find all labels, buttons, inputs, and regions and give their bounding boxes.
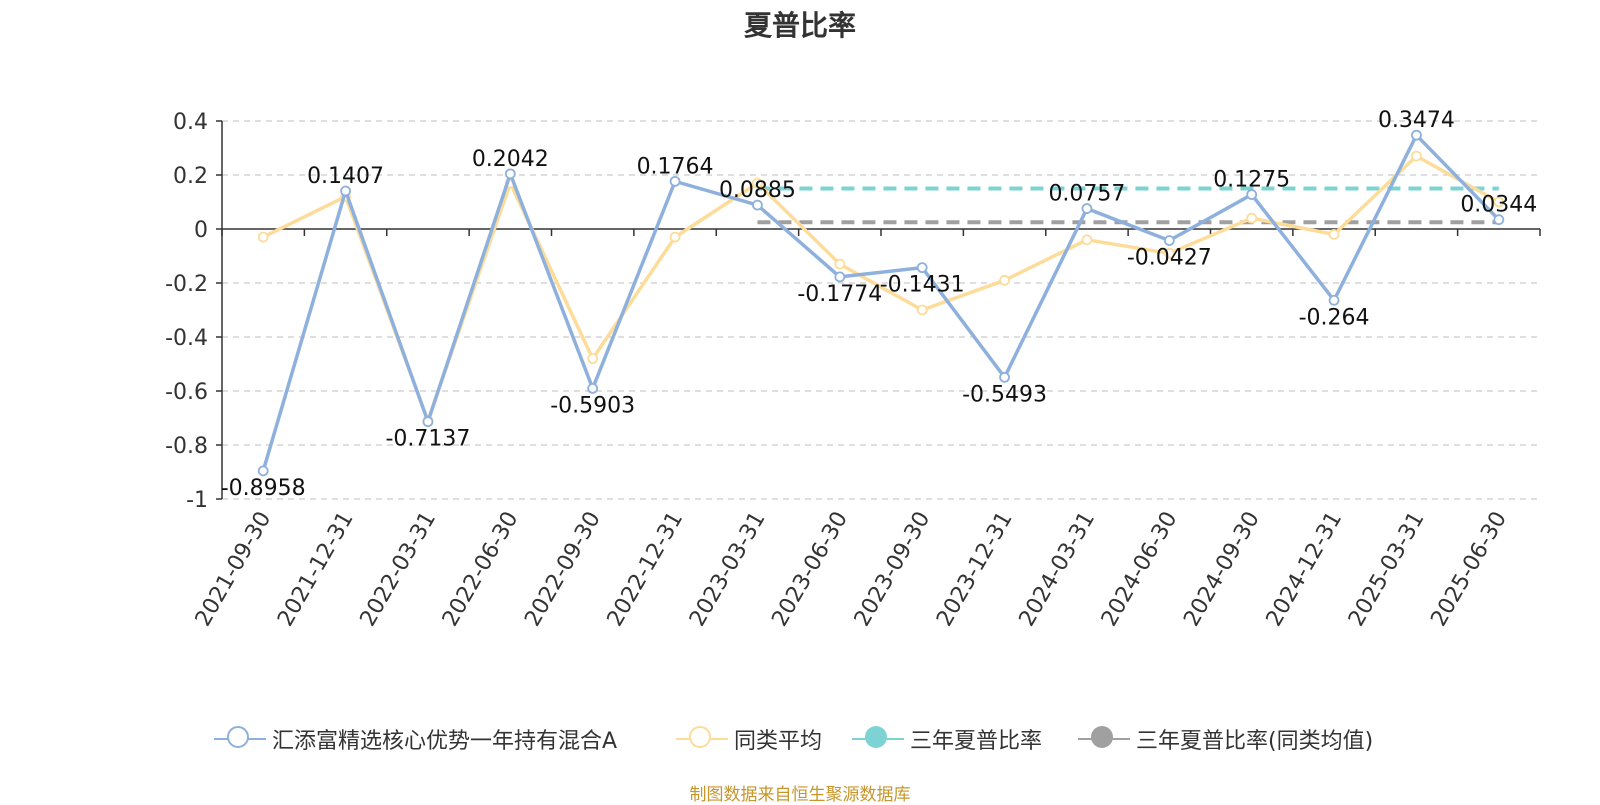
legend-label: 汇添富精选核心优势一年持有混合A — [272, 729, 618, 754]
peer-average-data-point — [1328, 228, 1340, 240]
x-tick-label: 2021-09-30 — [191, 508, 277, 631]
peer-average-data-point — [257, 231, 269, 243]
x-tick-label: 2023-12-31 — [932, 508, 1018, 631]
fund-data-point — [834, 271, 846, 283]
legend-filled-circle-icon — [1078, 722, 1130, 756]
data-label: 0.0757 — [1048, 182, 1125, 207]
fund-data-point — [504, 168, 516, 180]
peer-average-data-point — [916, 304, 928, 316]
x-tick-label: 2024-09-30 — [1179, 508, 1265, 631]
fund-data-point — [669, 175, 681, 187]
data-label: 0.0344 — [1460, 193, 1537, 218]
legend-filled-circle-icon — [852, 722, 904, 756]
x-tick-label: 2024-03-31 — [1015, 508, 1101, 631]
peer-average-data-point — [752, 177, 763, 189]
data-label: -0.5493 — [962, 382, 1047, 407]
data-label: -0.0427 — [1127, 246, 1212, 271]
data-label: -0.1431 — [880, 273, 965, 298]
fund-data-point — [1081, 203, 1093, 214]
y-tick-label: -0.2 — [165, 272, 208, 297]
data-source-note: 制图数据来自恒生聚源数据库 — [689, 785, 911, 805]
data-label: 0.1407 — [307, 164, 384, 189]
data-label: -0.264 — [1299, 305, 1370, 330]
y-tick-label: 0.2 — [173, 164, 208, 189]
legend-label: 同类平均 — [734, 729, 823, 754]
data-label: 0.2042 — [472, 147, 549, 172]
legend-hollow-circle-icon — [676, 722, 728, 756]
data-label: -0.1774 — [797, 282, 882, 307]
y-tick-label: -1 — [186, 488, 208, 513]
y-tick-label: -0.6 — [165, 380, 208, 405]
x-tick-label: 2022-12-31 — [603, 508, 689, 631]
fund-data-point — [257, 465, 269, 477]
fund-data-point — [340, 185, 351, 197]
legend-hollow-circle-icon — [214, 722, 266, 756]
data-label: -0.5903 — [550, 393, 635, 418]
fund-data-point — [422, 416, 434, 428]
fund-data-point — [916, 262, 928, 274]
fund-data-point — [999, 371, 1010, 383]
data-label: 0.0885 — [719, 178, 796, 203]
fund-data-point — [1411, 129, 1422, 141]
x-tick-label: 2022-06-30 — [438, 508, 524, 631]
peer-average-data-point — [1411, 150, 1422, 162]
x-tick-label: 2023-06-30 — [767, 508, 853, 631]
peer-average-data-point — [1081, 234, 1093, 246]
data-label: 0.1764 — [637, 154, 714, 179]
x-tick-label: 2023-03-31 — [685, 508, 771, 631]
y-tick-label: 0.4 — [173, 110, 208, 135]
data-label: 0.1275 — [1213, 168, 1290, 193]
fund-data-point — [1163, 235, 1175, 246]
fund-series-line — [261, 133, 1501, 472]
fund-data-point — [1493, 214, 1505, 226]
sharpe-ratio-chart: 0.4 0.2 0 -0.2 -0.4 -0.6 -0.8 -12021-09-302021-… — [165, 108, 1541, 631]
x-tick-label: 2025-03-31 — [1344, 508, 1430, 631]
x-tick-label: 2024-06-30 — [1097, 508, 1183, 631]
fund-data-point — [587, 382, 599, 394]
legend-item-3y-sharpe[interactable]: 三年夏普比率 — [852, 722, 1042, 756]
legend-label: 三年夏普比率(同类均值) — [1136, 729, 1374, 754]
peer-average-data-point — [999, 274, 1010, 286]
fund-data-point — [1246, 189, 1258, 200]
data-label: -0.7137 — [385, 427, 470, 452]
legend-item-3y-sharpe-peer[interactable]: 三年夏普比率(同类均值) — [1078, 722, 1373, 756]
x-tick-label: 2022-09-30 — [520, 508, 606, 631]
chart-legend: 汇添富精选核心优势一年持有混合A 同类平均 三年夏普比率 三年夏普比率(同类均值… — [0, 722, 1600, 756]
legend-item-peer-average[interactable]: 同类平均 — [676, 722, 822, 756]
y-tick-label: -0.4 — [165, 326, 208, 351]
data-label: 0.3474 — [1378, 108, 1455, 133]
fund-data-point — [1328, 294, 1340, 306]
peer-average-data-point — [1493, 196, 1505, 208]
y-tick-label: 0 — [194, 218, 208, 243]
data-label: -0.8958 — [221, 476, 306, 501]
x-tick-label: 2021-12-31 — [273, 508, 359, 631]
fund-data-point — [752, 199, 763, 211]
peer-average-data-point — [669, 231, 681, 243]
y-tick-label: -0.8 — [165, 434, 208, 459]
peer-average-data-point — [587, 353, 599, 365]
legend-item-fund[interactable]: 汇添富精选核心优势一年持有混合A — [214, 722, 617, 756]
x-tick-label: 2025-06-30 — [1426, 508, 1512, 631]
x-tick-label: 2023-09-30 — [850, 508, 936, 631]
legend-label: 三年夏普比率 — [910, 729, 1043, 754]
peer-average-data-point — [1246, 212, 1258, 224]
x-tick-label: 2022-03-31 — [356, 508, 442, 631]
peer-average-data-point — [1163, 247, 1175, 259]
chart-title: 夏普比率 — [743, 9, 856, 42]
x-tick-label: 2024-12-31 — [1262, 508, 1348, 631]
peer-average-data-point — [834, 258, 846, 270]
